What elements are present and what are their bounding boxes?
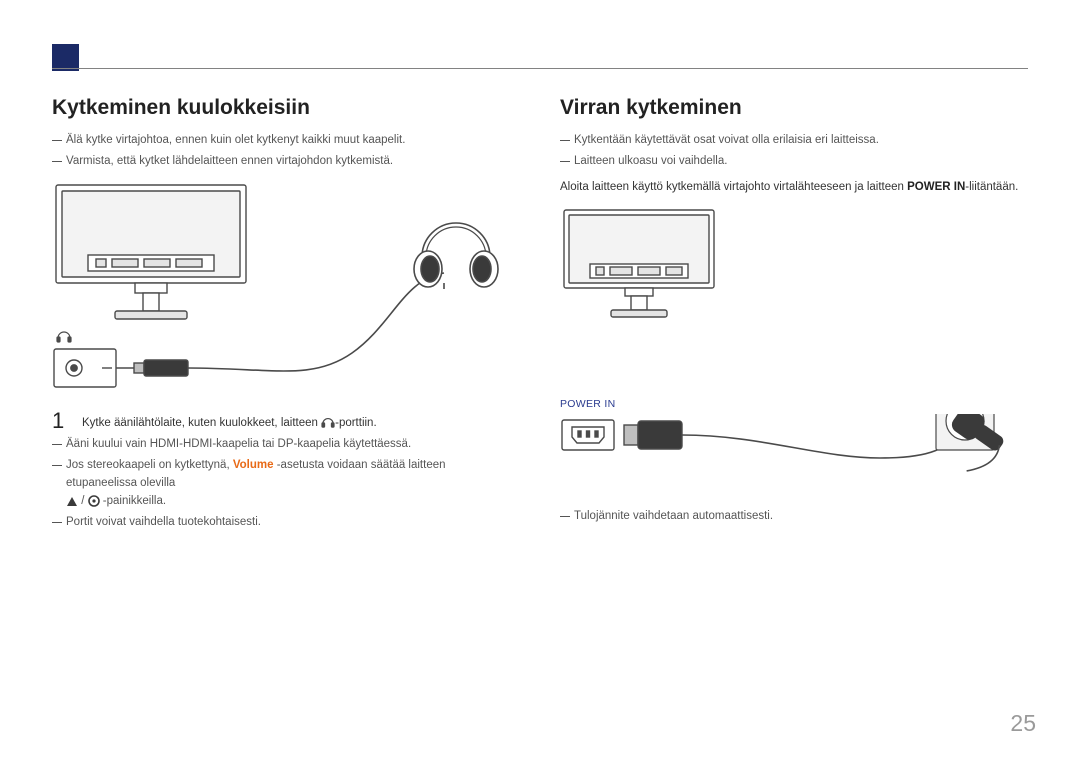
accent-block: [52, 44, 79, 71]
left-warning-2: Varmista, että kytket lähdelaitteen enne…: [66, 153, 512, 171]
step-1-post: -porttiin.: [335, 417, 377, 429]
right-body-post: -liitäntään.: [965, 181, 1018, 193]
left-column: Kytkeminen kuulokkeisiin Älä kytke virta…: [52, 96, 512, 535]
note-volume-post: -painikkeilla.: [100, 495, 166, 507]
volume-word: Volume: [233, 459, 274, 471]
headphone-icon: [321, 416, 335, 428]
left-heading: Kytkeminen kuulokkeisiin: [52, 96, 512, 120]
note-volume-pre: Jos stereokaapeli on kytkettynä,: [66, 459, 233, 471]
power-in-bold: POWER IN: [907, 181, 965, 193]
step-1: 1 Kytke äänilähtölaite, kuten kuulokkeet…: [52, 410, 512, 433]
right-column: Virran kytkeminen Kytkentään käytettävät…: [560, 96, 1030, 535]
note-hdmi: Ääni kuului vain HDMI-HDMI-kaapelia tai …: [66, 436, 512, 454]
note-volume: Jos stereokaapeli on kytkettynä, Volume …: [66, 457, 512, 510]
step-1-number: 1: [52, 410, 70, 432]
headphone-diagram: [52, 181, 512, 396]
right-note-bottom: Tulojännite vaihdetaan automaattisesti.: [574, 508, 1030, 526]
top-rule: [52, 68, 1028, 69]
power-dot-icon: [88, 495, 100, 507]
page-number: 25: [1010, 710, 1036, 737]
left-warning-1: Älä kytke virtajohtoa, ennen kuin olet k…: [66, 132, 512, 150]
right-note-1: Kytkentään käytettävät osat voivat olla …: [574, 132, 1030, 150]
step-1-text: Kytke äänilähtölaite, kuten kuulokkeet, …: [82, 410, 377, 433]
right-body-pre: Aloita laitteen käyttö kytkemällä virtaj…: [560, 181, 907, 193]
right-note-2: Laitteen ulkoasu voi vaihdella.: [574, 153, 1030, 171]
up-arrow-icon: [66, 496, 78, 507]
note-volume-sep: /: [78, 495, 88, 507]
right-heading: Virran kytkeminen: [560, 96, 1030, 120]
note-ports: Portit voivat vaihdella tuotekohtaisesti…: [66, 514, 512, 532]
power-diagram: POWER IN: [560, 206, 1030, 494]
step-1-pre: Kytke äänilähtölaite, kuten kuulokkeet, …: [82, 417, 321, 429]
right-body: Aloita laitteen käyttö kytkemällä virtaj…: [560, 179, 1030, 197]
power-in-label: POWER IN: [560, 398, 1030, 410]
